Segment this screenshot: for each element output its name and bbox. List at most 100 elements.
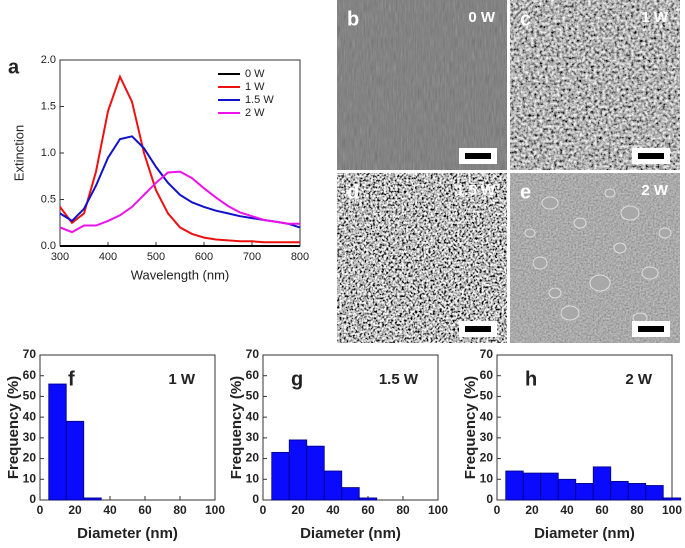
x-tick-label: 700 [243, 251, 261, 263]
bar [627, 483, 647, 501]
x-tick-label: 0 [494, 503, 501, 517]
panel-letter: d [347, 181, 359, 203]
bar [323, 470, 343, 501]
bar [540, 472, 559, 501]
y-tick-label: 60 [480, 368, 494, 382]
x-tick-label: 60 [595, 503, 609, 517]
panel-letter: f [68, 368, 75, 390]
bar [48, 383, 67, 501]
y-tick-label: 50 [246, 389, 260, 403]
panel-label: 1 W [641, 9, 669, 26]
panel-label: 1.5 W [456, 182, 496, 199]
y-tick-label: 50 [23, 389, 37, 403]
y-tick-label: 70 [480, 347, 494, 361]
scale-bar [638, 153, 664, 159]
bar [662, 497, 682, 501]
x-tick-label: 40 [560, 503, 574, 517]
bar [83, 497, 102, 501]
particle [532, 256, 548, 270]
bar [341, 487, 360, 501]
plot-frame [39, 354, 216, 501]
panel-letter: a [8, 56, 20, 78]
bar [271, 451, 290, 501]
y-tick-label: 40 [246, 409, 260, 423]
y-tick-label: 1.5 [41, 100, 56, 112]
scale-bar [465, 153, 491, 159]
y-axis-label: Frequency (%) [5, 376, 22, 479]
x-axis-label: Wavelength (nm) [131, 267, 230, 282]
y-tick-label: 2.0 [41, 54, 56, 66]
panel-letter: c [520, 8, 531, 30]
x-tick-label: 300 [51, 251, 69, 263]
sem-images: b 0 W c 1 W d 1.5 W e 2 W [337, 0, 680, 343]
particle [613, 242, 627, 254]
x-tick-label: 500 [147, 251, 165, 263]
bar [358, 497, 378, 501]
y-tick-label: 0 [486, 492, 493, 506]
x-tick-label: 80 [396, 503, 410, 517]
particle [548, 287, 562, 299]
y-tick-label: 0.0 [41, 240, 56, 252]
y-tick-label: 50 [480, 389, 494, 403]
bar [522, 472, 542, 501]
y-tick-label: 10 [246, 471, 260, 485]
y-tick-label: 60 [246, 368, 260, 382]
y-axis-label: Frequency (%) [462, 376, 479, 479]
legend-label: 2 W [245, 107, 265, 119]
x-axis-label: Diameter (nm) [534, 525, 635, 542]
bar [610, 480, 629, 501]
series-line [59, 74, 300, 244]
x-tick-label: 20 [525, 503, 539, 517]
bar [557, 478, 577, 501]
bar [288, 439, 308, 501]
sem-texture [337, 0, 507, 170]
panel-letter: h [525, 368, 537, 390]
x-axis-label: Diameter (nm) [77, 525, 178, 542]
x-tick-label: 80 [630, 503, 644, 517]
y-tick-label: 20 [23, 451, 37, 465]
scale-bar [465, 326, 491, 332]
legend-label: 1.5 W [245, 94, 274, 106]
bar [592, 466, 612, 501]
annotation: 2 W [625, 371, 653, 388]
y-tick-label: 0 [252, 492, 259, 506]
panel-letter: b [347, 8, 359, 30]
particle [524, 228, 536, 238]
y-tick-label: 70 [23, 347, 37, 361]
x-tick-label: 100 [662, 503, 682, 517]
annotation: 1 W [168, 371, 196, 388]
bar [645, 485, 664, 501]
x-tick-label: 80 [173, 503, 187, 517]
y-tick-label: 40 [480, 409, 494, 423]
x-axis-label: Diameter (nm) [300, 525, 401, 542]
y-tick-label: 0.5 [41, 193, 56, 205]
sem-texture [337, 173, 507, 343]
y-tick-label: 20 [246, 451, 260, 465]
y-tick-label: 10 [23, 471, 37, 485]
x-tick-label: 60 [361, 503, 375, 517]
x-tick-label: 0 [37, 503, 44, 517]
y-tick-label: 10 [480, 471, 494, 485]
y-tick-label: 30 [480, 430, 494, 444]
legend-label: 0 W [245, 68, 265, 80]
x-tick-label: 400 [99, 251, 117, 263]
x-tick-label: 20 [291, 503, 305, 517]
particle [620, 205, 640, 221]
y-axis-label: Extinction [11, 125, 26, 181]
particle [658, 227, 672, 239]
bar [65, 420, 85, 501]
sem-texture [510, 0, 680, 170]
y-axis-label: Frequency (%) [228, 376, 245, 479]
x-tick-label: 40 [103, 503, 117, 517]
series-line [59, 135, 301, 229]
particle [589, 274, 611, 292]
y-tick-label: 60 [23, 368, 37, 382]
annotation: 1.5 W [379, 371, 419, 388]
panel-letter: e [520, 181, 531, 203]
legend-label: 1 W [245, 81, 265, 93]
scale-bar [638, 326, 664, 332]
panel-label: 0 W [468, 9, 496, 26]
particle [573, 217, 587, 229]
particle [604, 188, 616, 198]
y-tick-label: 20 [480, 451, 494, 465]
